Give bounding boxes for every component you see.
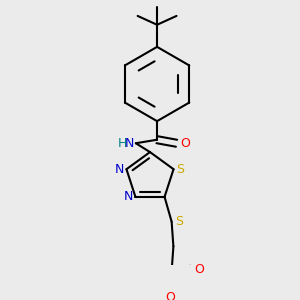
Text: O: O — [165, 291, 175, 300]
Text: N: N — [115, 163, 124, 176]
Text: O: O — [180, 137, 190, 150]
Text: H: H — [118, 137, 127, 150]
Text: S: S — [176, 215, 184, 228]
Text: S: S — [177, 163, 184, 176]
Text: O: O — [194, 263, 204, 276]
Text: N: N — [124, 190, 133, 203]
Text: N: N — [125, 137, 134, 150]
